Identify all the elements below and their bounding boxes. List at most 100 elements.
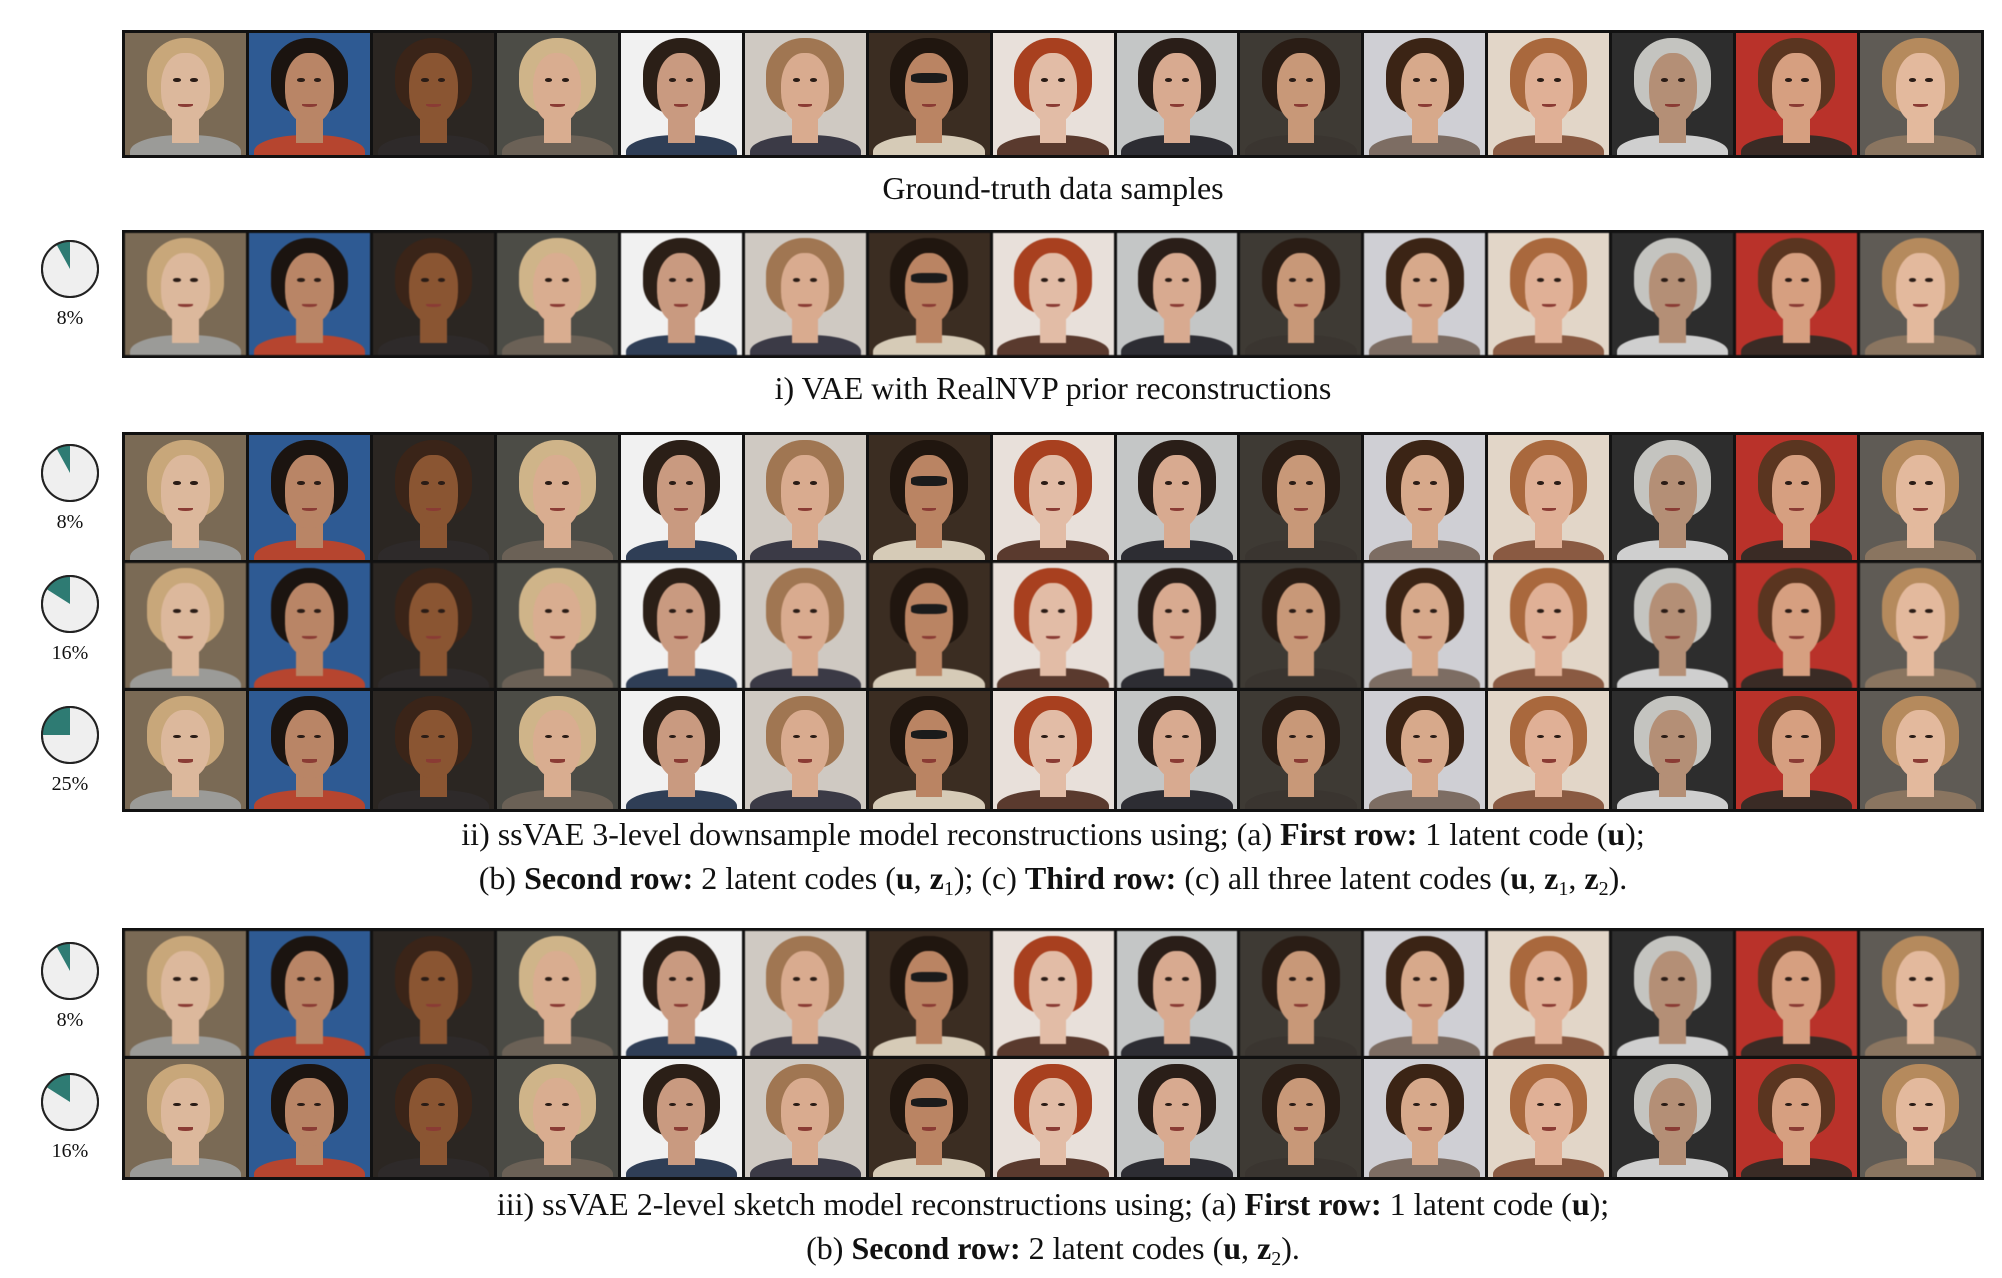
face-thumbnail <box>992 435 1114 560</box>
pie-iii-row2: 16% <box>30 1071 110 1163</box>
face-thumbnail <box>496 691 618 809</box>
pie-percent-label: 8% <box>56 307 84 329</box>
caption-section-iii: iii) ssVAE 2-level sketch model reconstr… <box>122 1182 1984 1270</box>
pie-i-row1: 8% <box>30 238 110 330</box>
face-thumbnail <box>868 435 990 560</box>
pie-percent-label: 25% <box>51 773 89 795</box>
face-thumbnail <box>1860 563 1982 688</box>
face-thumbnail <box>125 691 246 809</box>
face-thumbnail <box>1736 1059 1858 1177</box>
face-thumbnail <box>1488 931 1610 1056</box>
face-thumbnail <box>125 435 246 560</box>
face-thumbnail <box>1240 435 1362 560</box>
face-thumbnail <box>868 563 990 688</box>
face-thumbnail <box>1736 435 1858 560</box>
face-thumbnail <box>868 1059 990 1177</box>
face-thumbnail <box>1488 563 1610 688</box>
face-thumbnail <box>496 233 618 355</box>
face-thumbnail <box>372 563 494 688</box>
face-thumbnail <box>744 33 866 155</box>
face-thumbnail <box>1736 563 1858 688</box>
pie-slice <box>56 241 70 269</box>
face-thumbnail <box>1240 1059 1362 1177</box>
face-thumbnail <box>248 931 370 1056</box>
face-thumbnail <box>1364 233 1486 355</box>
face-thumbnail <box>620 563 742 688</box>
pie-ii-row1: 8% <box>30 442 110 534</box>
caption-line: ii) ssVAE 3-level downsample model recon… <box>461 816 1645 852</box>
face-thumbnail <box>1860 33 1982 155</box>
face-thumbnail <box>744 931 866 1056</box>
face-thumbnail <box>1860 435 1982 560</box>
face-thumbnail <box>992 691 1114 809</box>
face-thumbnail <box>248 1059 370 1177</box>
face-thumbnail <box>125 931 246 1056</box>
face-thumbnail <box>1116 33 1238 155</box>
face-thumbnail <box>620 435 742 560</box>
face-thumbnail <box>1364 931 1486 1056</box>
face-thumbnail <box>1116 435 1238 560</box>
face-thumbnail <box>868 931 990 1056</box>
face-thumbnail <box>620 33 742 155</box>
face-thumbnail <box>620 931 742 1056</box>
face-thumbnail <box>1116 233 1238 355</box>
face-thumbnail <box>1364 435 1486 560</box>
face-thumbnail <box>1488 435 1610 560</box>
pie-percent-label: 16% <box>51 1140 89 1162</box>
face-thumbnail <box>1240 563 1362 688</box>
face-thumbnail <box>868 33 990 155</box>
face-thumbnail <box>992 1059 1114 1177</box>
face-thumbnail <box>372 931 494 1056</box>
face-thumbnail <box>744 233 866 355</box>
face-thumbnail <box>620 233 742 355</box>
face-thumbnail <box>372 1059 494 1177</box>
pie-iii-row1: 8% <box>30 940 110 1032</box>
face-thumbnail <box>1612 931 1734 1056</box>
face-thumbnail <box>1736 931 1858 1056</box>
pie-ii-row3: 25% <box>30 704 110 796</box>
face-thumbnail <box>1860 233 1982 355</box>
pie-percent-label: 16% <box>51 642 89 664</box>
face-thumbnail <box>372 233 494 355</box>
face-thumbnail <box>744 435 866 560</box>
pie-slice <box>56 943 70 971</box>
face-thumbnail <box>372 33 494 155</box>
face-thumbnail <box>744 1059 866 1177</box>
face-thumbnail <box>125 563 246 688</box>
face-thumbnail <box>1240 931 1362 1056</box>
face-thumbnail <box>744 563 866 688</box>
face-thumbnail <box>496 1059 618 1177</box>
face-thumbnail <box>1240 33 1362 155</box>
face-thumbnail <box>1240 691 1362 809</box>
face-thumbnail <box>1488 1059 1610 1177</box>
face-thumbnail <box>1364 33 1486 155</box>
face-thumbnail <box>1364 563 1486 688</box>
face-thumbnail <box>1612 33 1734 155</box>
face-thumbnail <box>992 33 1114 155</box>
ratio-pie-icon <box>41 706 99 764</box>
ssvae-3level-strip-row3 <box>122 688 1984 812</box>
ssvae-2level-strip-row1 <box>122 928 1984 1059</box>
face-thumbnail <box>1860 1059 1982 1177</box>
face-thumbnail <box>1612 1059 1734 1177</box>
caption-line: Ground-truth data samples <box>882 170 1224 206</box>
ratio-pie-icon <box>41 942 99 1000</box>
caption-line: (b) Second row: 2 latent codes (u, z2). <box>806 1230 1300 1270</box>
face-thumbnail <box>992 563 1114 688</box>
face-thumbnail <box>125 33 246 155</box>
ratio-pie-icon <box>41 444 99 502</box>
face-thumbnail <box>372 691 494 809</box>
face-thumbnail <box>1612 691 1734 809</box>
face-thumbnail <box>868 233 990 355</box>
face-thumbnail <box>1860 931 1982 1056</box>
face-thumbnail <box>248 435 370 560</box>
face-thumbnail <box>496 435 618 560</box>
face-thumbnail <box>496 931 618 1056</box>
face-thumbnail <box>1488 691 1610 809</box>
face-thumbnail <box>1116 931 1238 1056</box>
face-thumbnail <box>1116 563 1238 688</box>
face-thumbnail <box>1860 691 1982 809</box>
face-thumbnail <box>620 1059 742 1177</box>
face-thumbnail <box>125 233 246 355</box>
ground-truth-strip <box>122 30 1984 158</box>
